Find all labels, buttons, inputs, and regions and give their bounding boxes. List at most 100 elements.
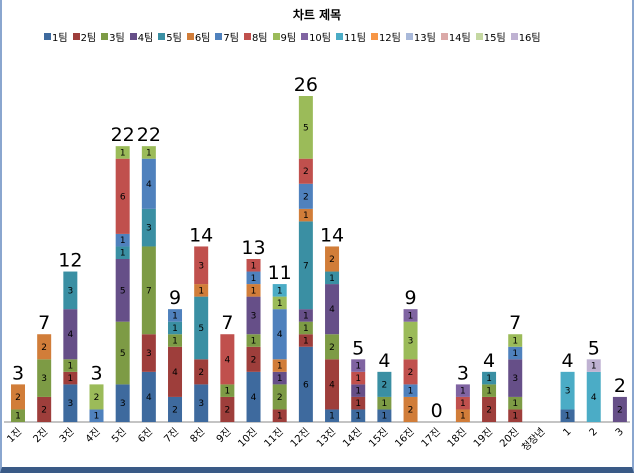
legend-item: 16팀: [510, 29, 541, 44]
bar-segment: [482, 371, 497, 385]
bar-segment: [272, 359, 287, 372]
segment-label: 1: [591, 362, 597, 372]
bar-segment: [351, 359, 366, 372]
bar-segment: [246, 346, 261, 372]
x-tick-label: 3: [614, 426, 626, 438]
segment-label: 1: [120, 148, 126, 158]
legend-swatch: [475, 33, 483, 40]
x-tick-label: 5진: [109, 426, 128, 445]
x-tick-label: 7진: [162, 426, 181, 445]
segment-label: 1: [172, 311, 178, 321]
bar-segment: [220, 396, 235, 422]
bar-segment: [508, 359, 523, 397]
bar-segment: [115, 384, 130, 422]
legend-item: 13팀: [405, 29, 436, 44]
bar-segment: [63, 371, 78, 385]
segment-label: 1: [486, 387, 492, 397]
bar-segment: [115, 146, 130, 159]
segment-label: 1: [486, 374, 492, 384]
segment-label: 2: [198, 368, 204, 378]
bar-segment: [325, 271, 340, 285]
x-tick-label: 14진: [340, 426, 364, 450]
total-label: 7: [509, 312, 521, 334]
bar-segment: [272, 309, 287, 360]
segment-label: 2: [382, 380, 388, 390]
segment-label: 4: [146, 393, 152, 403]
bar-segment: [115, 233, 130, 247]
segment-label: 1: [303, 324, 309, 334]
total-label: 13: [241, 237, 265, 259]
chart-title: 차트 제목: [292, 8, 342, 22]
total-label: 5: [588, 337, 600, 359]
total-label: 2: [614, 375, 626, 397]
legend-label: 5팀: [166, 33, 182, 44]
bar-segment: [298, 96, 313, 159]
segment-label: 2: [224, 405, 230, 415]
bar-segment: [298, 158, 313, 184]
legend-swatch: [405, 33, 413, 40]
bar-segment: [325, 359, 340, 410]
segment-label: 1: [120, 249, 126, 259]
segment-label: 1: [303, 311, 309, 321]
bar-segment: [194, 246, 209, 285]
bar-segment: [220, 334, 235, 385]
x-tick-label: 4진: [83, 426, 102, 445]
segment-label: 1: [277, 412, 283, 422]
segment-label: 3: [146, 224, 152, 234]
legend-item: 14팀: [440, 29, 471, 44]
total-label: 9: [169, 287, 181, 309]
segment-label: 1: [277, 374, 283, 384]
bar-segment: [482, 396, 497, 422]
bar-segment: [508, 409, 523, 422]
bar-segment: [403, 396, 418, 422]
legend-swatch: [101, 33, 109, 40]
bar-segment: [455, 384, 470, 397]
legend-item: 1팀: [44, 29, 68, 44]
segment-label: 1: [67, 362, 73, 372]
bar-segment: [11, 409, 25, 422]
x-tick-label: 6진: [135, 426, 154, 445]
bar-segment: [246, 371, 261, 422]
segment-label: 1: [512, 412, 518, 422]
x-tick-label: 청장년: [520, 426, 548, 454]
segment-label: 4: [146, 180, 152, 190]
legend-swatch: [186, 33, 194, 40]
total-label: 14: [189, 224, 213, 246]
segment-label: 2: [329, 255, 335, 265]
x-tick-label: 16진: [393, 426, 417, 450]
legend-label: 7팀: [223, 33, 239, 44]
bar-segment: [403, 321, 418, 360]
segment-label: 6: [120, 192, 126, 202]
segment-label: 5: [120, 349, 126, 359]
legend-label: 8팀: [251, 33, 268, 44]
legend-swatch: [370, 33, 378, 40]
segment-label: 2: [617, 405, 623, 415]
bar-segment: [246, 334, 261, 347]
segment-label: 3: [146, 349, 152, 359]
segment-label: 1: [565, 412, 571, 422]
segment-label: 1: [15, 412, 21, 422]
total-label: 12: [58, 250, 82, 272]
legend-swatch: [301, 33, 309, 40]
x-tick-label: 2: [588, 426, 600, 438]
segment-label: 1: [251, 337, 257, 347]
legend-item: 5팀: [158, 29, 182, 44]
segment-label: 1: [460, 387, 466, 397]
bar-segment: [194, 384, 209, 422]
bar-segment: [89, 384, 104, 410]
bar-segment: [455, 396, 470, 410]
segment-label: 1: [172, 324, 178, 334]
bar-segment: [612, 396, 627, 422]
segment-label: 1: [355, 412, 361, 422]
bar-segment: [246, 296, 261, 335]
legend-label: 10팀: [309, 33, 331, 44]
bar-segment: [325, 284, 340, 335]
bar-segment: [168, 309, 183, 322]
segment-label: 1: [94, 412, 100, 422]
bar-segment: [298, 321, 313, 335]
segment-label: 7: [303, 261, 309, 271]
bar-segment: [115, 259, 130, 322]
legend-item: 9팀: [272, 29, 296, 44]
bar-segment: [482, 384, 497, 397]
